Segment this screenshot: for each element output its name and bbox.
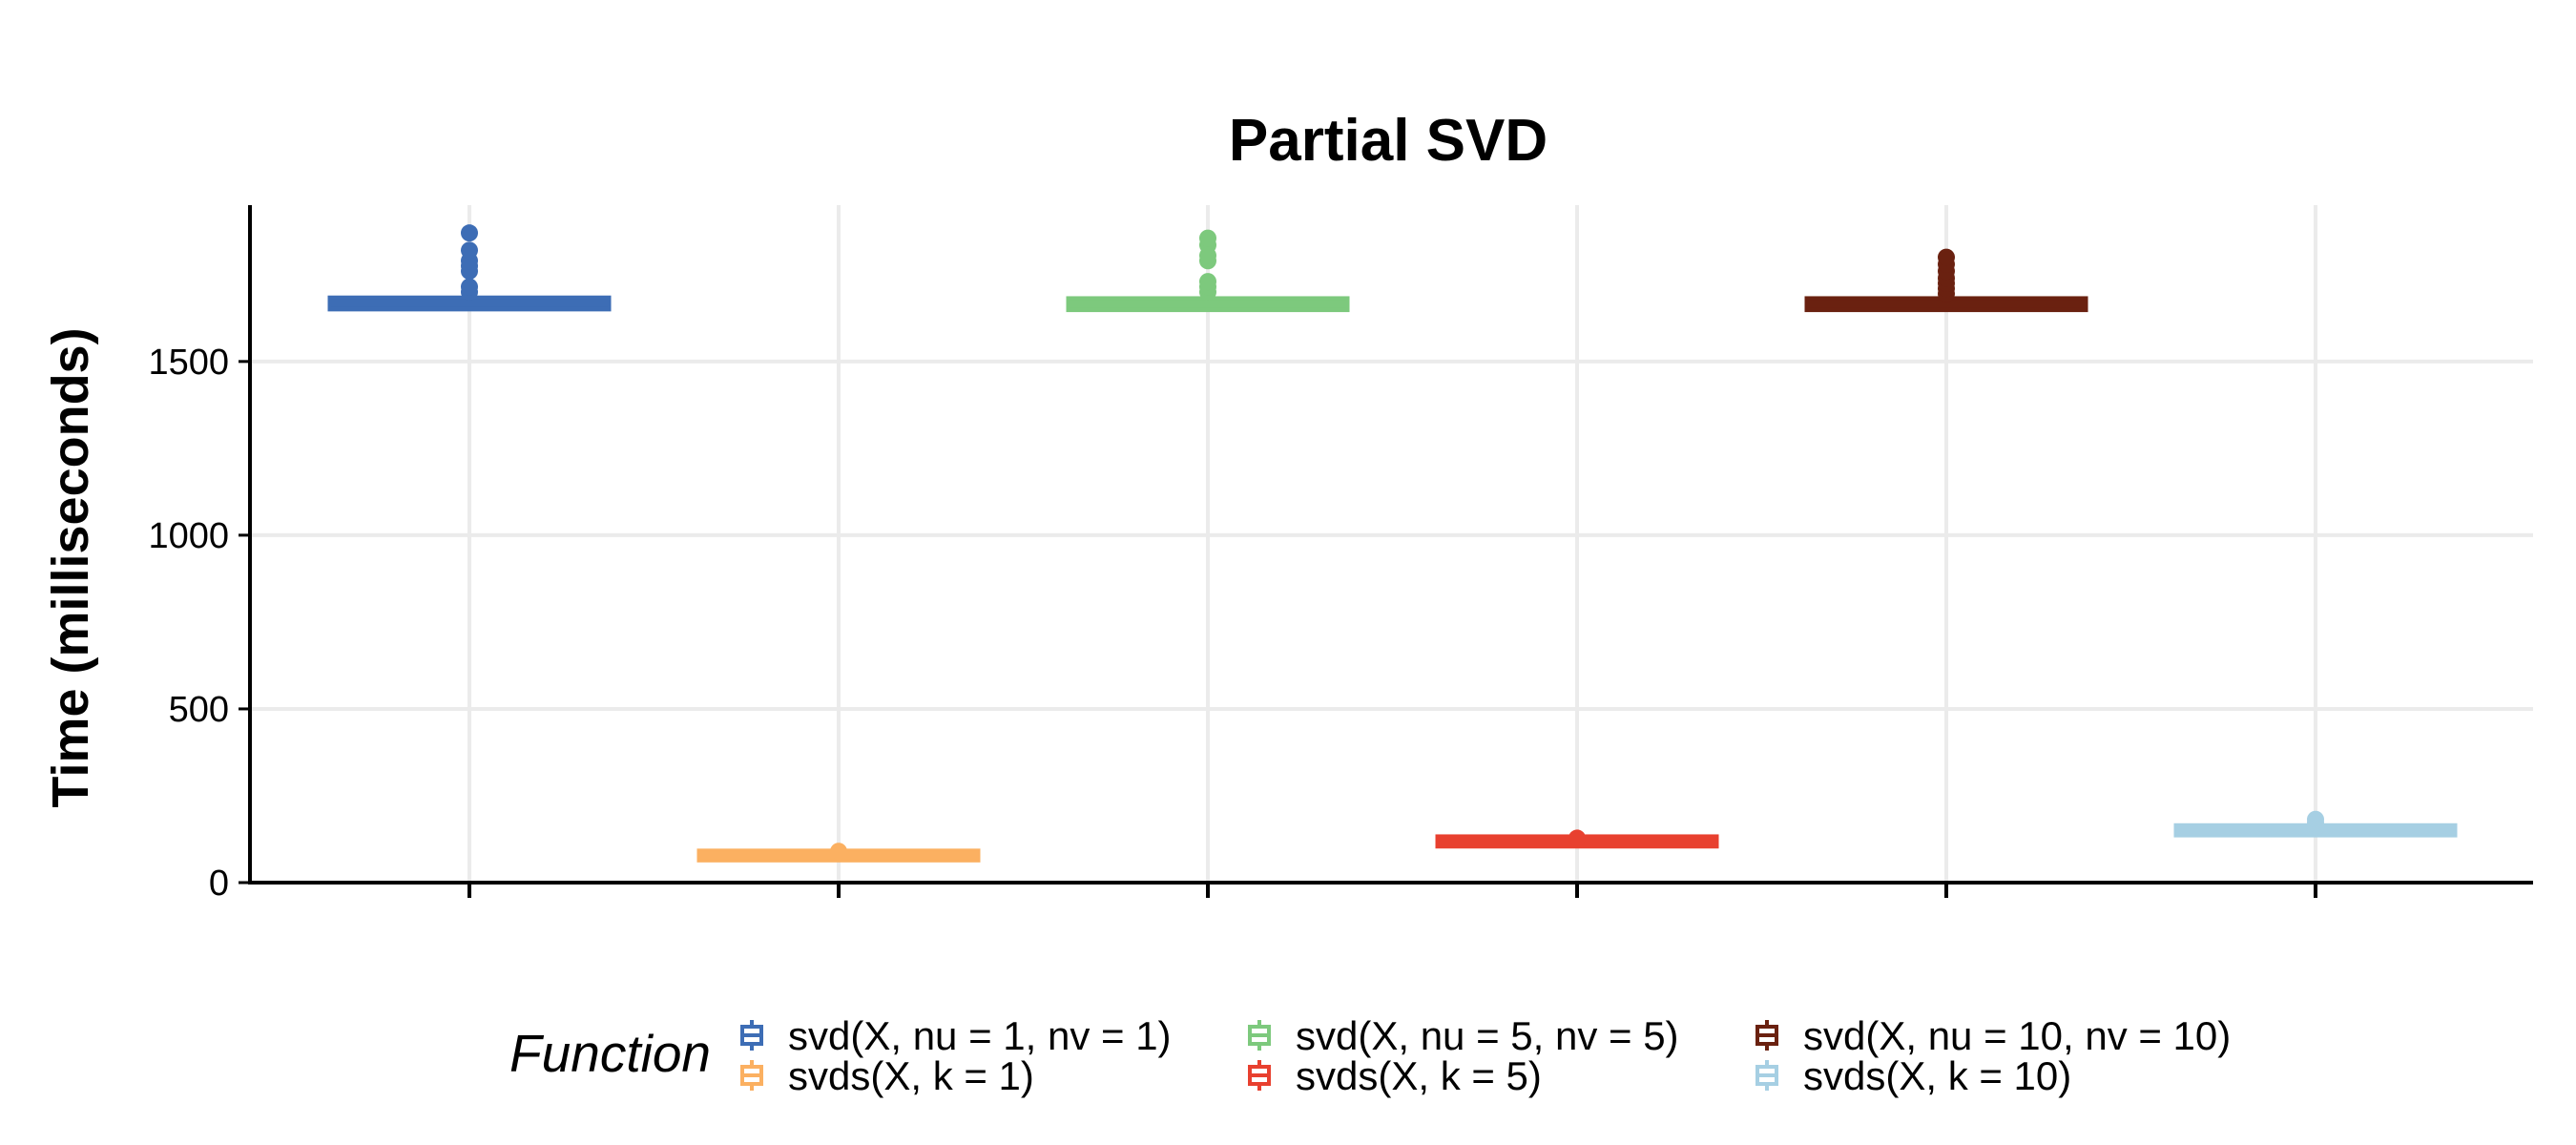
- boxplot: [2173, 810, 2458, 838]
- legend-label: svds(X, k = 10): [1803, 1053, 2071, 1098]
- legend-label: svd(X, nu = 5, nv = 5): [1296, 1013, 1679, 1058]
- legend-item: svd(X, nu = 10, nv = 10): [1755, 1013, 2231, 1058]
- axes: 0 500 1000 1500: [148, 205, 2533, 904]
- outlier-point: [461, 241, 478, 260]
- legend-label: svd(X, nu = 1, nv = 1): [788, 1013, 1172, 1058]
- plot-area: [327, 224, 2458, 863]
- outlier-point: [1938, 248, 1955, 266]
- legend-label: svd(X, nu = 10, nv = 10): [1803, 1013, 2231, 1058]
- y-tick-label: 500: [169, 690, 229, 730]
- outlier-point: [2307, 810, 2324, 828]
- legend-item: svds(X, k = 10): [1755, 1053, 2071, 1098]
- outlier-point: [1199, 229, 1216, 247]
- boxplot: [327, 224, 612, 312]
- boxplot: [696, 843, 981, 863]
- legend-item: svds(X, k = 5): [1248, 1053, 1542, 1098]
- y-tick-label: 0: [209, 864, 229, 904]
- outlier-point: [461, 278, 478, 296]
- boxplot: [1066, 229, 1350, 313]
- legend-item: svds(X, k = 1): [740, 1053, 1034, 1098]
- legend-label: svds(X, k = 1): [788, 1053, 1034, 1098]
- boxplot: [1435, 829, 1719, 849]
- outlier-point: [830, 843, 847, 861]
- boxplot: [1804, 248, 2088, 313]
- legend-item: svd(X, nu = 1, nv = 1): [740, 1013, 1172, 1058]
- legend-label: svds(X, k = 5): [1296, 1053, 1542, 1098]
- outlier-point: [1199, 273, 1216, 291]
- legend: Function svd(X, nu = 1, nv = 1)svds(X, k…: [509, 1013, 2231, 1098]
- y-axis-title: Time (milliseconds): [42, 327, 99, 807]
- y-tick-label: 1500: [148, 343, 229, 383]
- legend-title: Function: [509, 1024, 711, 1083]
- outlier-point: [1568, 829, 1586, 847]
- outlier-point: [461, 224, 478, 242]
- chart-title: Partial SVD: [1229, 108, 1548, 174]
- legend-item: svd(X, nu = 5, nv = 5): [1248, 1013, 1679, 1058]
- y-tick-label: 1000: [148, 516, 229, 556]
